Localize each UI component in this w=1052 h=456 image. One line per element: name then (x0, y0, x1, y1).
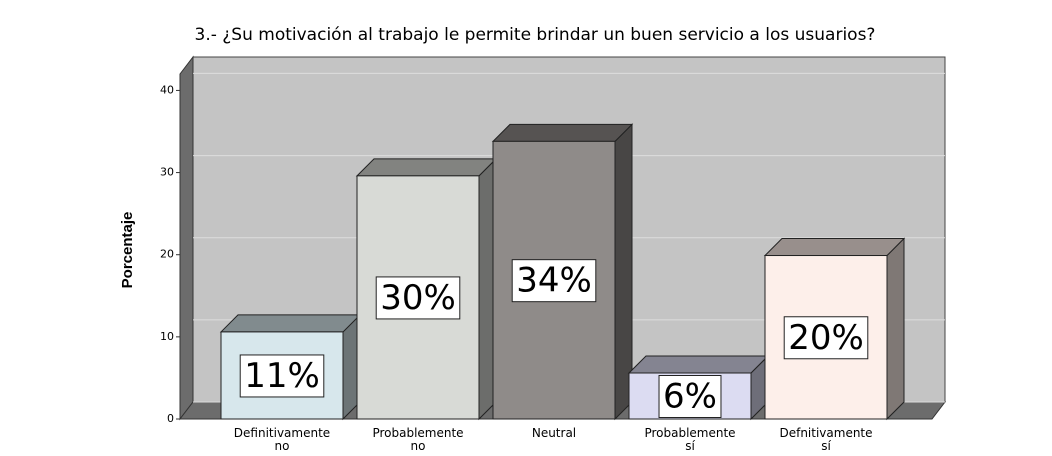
chart-title: 3.- ¿Su motivación al trabajo le permite… (195, 25, 876, 45)
bar-top (491, 123, 634, 142)
value-label-box (375, 276, 461, 320)
y-tick-label: 20 (160, 248, 174, 261)
x-tick-label: Neutral (532, 426, 576, 440)
x-tick-label: Definitivamente no (234, 426, 330, 453)
bar-top (627, 355, 770, 374)
value-label: 30% (380, 278, 456, 318)
value-label: 20% (788, 318, 864, 358)
x-tick-label: Probablemente no (372, 426, 463, 453)
left-wall (179, 55, 194, 421)
value-label-box (239, 354, 325, 398)
value-label: 11% (244, 356, 320, 396)
y-tick-label: 40 (160, 83, 174, 96)
value-label-box (783, 316, 869, 360)
bar-top (219, 314, 362, 333)
value-label-box (658, 375, 722, 418)
y-tick-label: 0 (167, 412, 174, 425)
bar-side (886, 237, 905, 421)
x-tick-label: Defnitivamente sí (779, 426, 872, 453)
y-tick-label: 30 (160, 166, 174, 179)
value-label-box (511, 259, 597, 303)
value-label: 34% (516, 261, 592, 301)
y-axis-label: Porcentaje (119, 212, 136, 289)
bar-top (763, 238, 906, 257)
y-tick-label: 10 (160, 330, 174, 343)
x-tick-label: Probablemente sí (644, 426, 735, 453)
bar-top (355, 158, 498, 177)
value-label: 6% (663, 377, 717, 417)
